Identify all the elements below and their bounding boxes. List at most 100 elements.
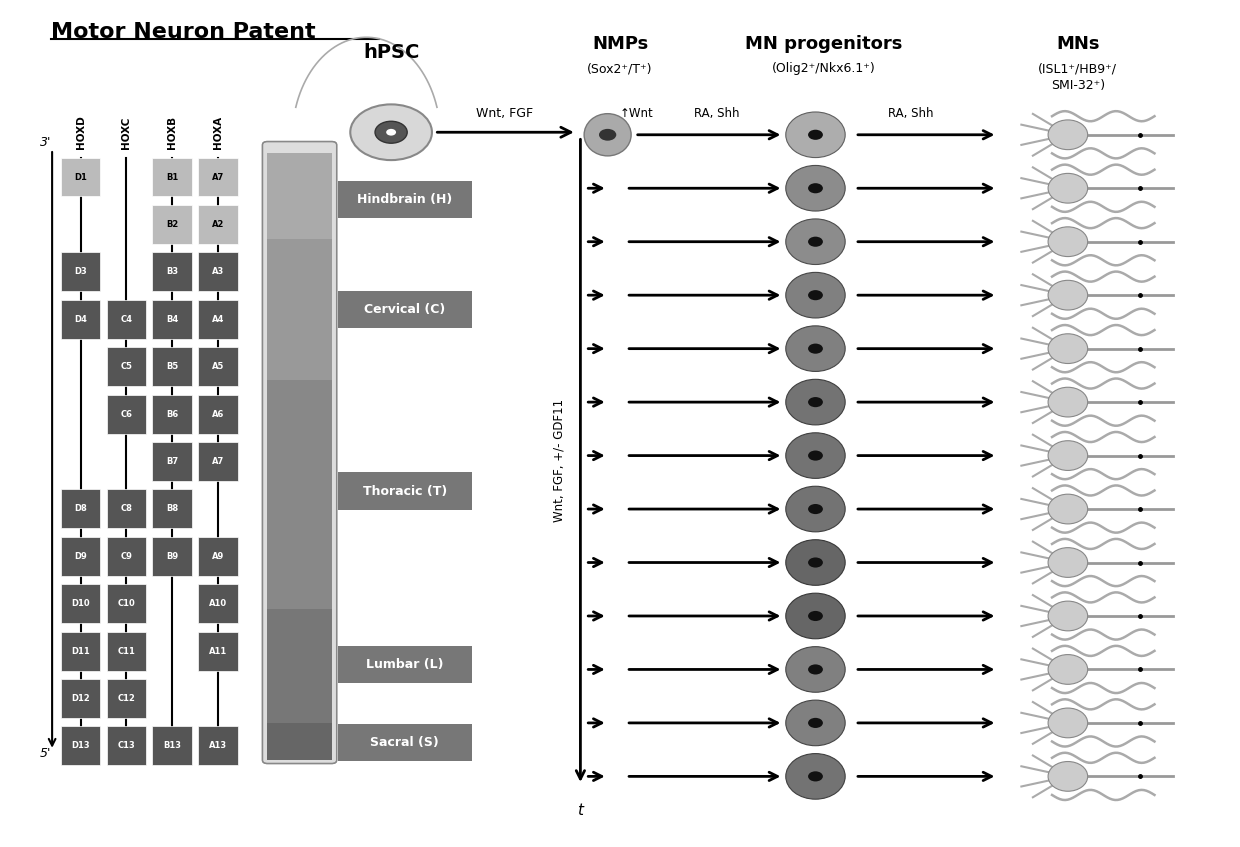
FancyBboxPatch shape xyxy=(61,158,100,197)
Text: B13: B13 xyxy=(164,741,181,750)
FancyBboxPatch shape xyxy=(198,442,238,481)
Ellipse shape xyxy=(1048,227,1087,257)
Text: C10: C10 xyxy=(118,599,135,608)
FancyBboxPatch shape xyxy=(339,473,471,510)
Text: Sacral (S): Sacral (S) xyxy=(371,736,439,749)
FancyBboxPatch shape xyxy=(339,724,471,761)
FancyBboxPatch shape xyxy=(153,490,192,529)
Text: B1: B1 xyxy=(166,173,179,181)
Text: D1: D1 xyxy=(74,173,87,181)
Ellipse shape xyxy=(1048,334,1087,363)
Text: D13: D13 xyxy=(71,741,89,750)
Text: D3: D3 xyxy=(74,268,87,276)
Text: D12: D12 xyxy=(71,694,91,703)
Circle shape xyxy=(386,129,396,136)
Circle shape xyxy=(808,664,823,674)
Text: hPSC: hPSC xyxy=(363,42,419,62)
FancyBboxPatch shape xyxy=(198,205,238,244)
Text: HOXB: HOXB xyxy=(167,116,177,149)
Ellipse shape xyxy=(1048,280,1087,310)
Ellipse shape xyxy=(1048,601,1087,631)
Text: ↑Wnt: ↑Wnt xyxy=(620,107,653,119)
Text: A4: A4 xyxy=(212,315,224,324)
FancyBboxPatch shape xyxy=(61,679,100,718)
FancyBboxPatch shape xyxy=(61,252,100,291)
FancyBboxPatch shape xyxy=(198,300,238,339)
Text: B4: B4 xyxy=(166,315,179,324)
Text: A7: A7 xyxy=(212,173,224,181)
Text: MNs: MNs xyxy=(1056,35,1100,53)
Ellipse shape xyxy=(1048,387,1087,417)
Text: B5: B5 xyxy=(166,363,179,371)
Ellipse shape xyxy=(786,165,846,211)
Text: D11: D11 xyxy=(71,646,91,656)
Text: B9: B9 xyxy=(166,551,179,561)
FancyBboxPatch shape xyxy=(107,584,146,623)
Text: B6: B6 xyxy=(166,410,179,418)
Text: A7: A7 xyxy=(212,457,224,466)
FancyBboxPatch shape xyxy=(263,141,337,763)
Ellipse shape xyxy=(1048,655,1087,684)
FancyBboxPatch shape xyxy=(198,632,238,671)
FancyBboxPatch shape xyxy=(153,727,192,766)
FancyBboxPatch shape xyxy=(107,679,146,718)
Text: HOXD: HOXD xyxy=(76,115,86,149)
Text: 3': 3' xyxy=(40,136,52,149)
FancyBboxPatch shape xyxy=(198,584,238,623)
Circle shape xyxy=(808,344,823,354)
Circle shape xyxy=(350,104,432,160)
Ellipse shape xyxy=(786,219,846,264)
Text: A10: A10 xyxy=(208,599,227,608)
Text: (Sox2⁺/T⁺): (Sox2⁺/T⁺) xyxy=(588,63,652,75)
Text: C12: C12 xyxy=(118,694,135,703)
Ellipse shape xyxy=(786,593,846,639)
Text: C8: C8 xyxy=(120,505,133,513)
Text: MN progenitors: MN progenitors xyxy=(745,35,903,53)
FancyBboxPatch shape xyxy=(153,252,192,291)
Ellipse shape xyxy=(786,700,846,745)
Text: RA, Shh: RA, Shh xyxy=(888,107,934,119)
Text: NMPs: NMPs xyxy=(591,35,649,53)
Text: HOXC: HOXC xyxy=(122,117,131,149)
Ellipse shape xyxy=(786,326,846,372)
Ellipse shape xyxy=(786,646,846,692)
FancyBboxPatch shape xyxy=(61,490,100,529)
Circle shape xyxy=(808,718,823,728)
FancyBboxPatch shape xyxy=(61,537,100,576)
Ellipse shape xyxy=(1048,708,1087,738)
Text: A11: A11 xyxy=(208,646,227,656)
Bar xyxy=(268,240,332,379)
FancyBboxPatch shape xyxy=(153,537,192,576)
FancyBboxPatch shape xyxy=(198,537,238,576)
FancyBboxPatch shape xyxy=(107,300,146,339)
FancyBboxPatch shape xyxy=(153,395,192,434)
Bar xyxy=(268,379,332,609)
Circle shape xyxy=(808,291,823,300)
FancyBboxPatch shape xyxy=(339,291,471,328)
Circle shape xyxy=(808,611,823,621)
FancyBboxPatch shape xyxy=(153,347,192,386)
Ellipse shape xyxy=(786,273,846,318)
Ellipse shape xyxy=(786,486,846,532)
Text: C4: C4 xyxy=(120,315,133,324)
Text: (ISL1⁺/HB9⁺/: (ISL1⁺/HB9⁺/ xyxy=(1038,63,1117,75)
Text: D4: D4 xyxy=(74,315,87,324)
Circle shape xyxy=(808,504,823,514)
Circle shape xyxy=(808,236,823,246)
Text: t: t xyxy=(578,804,583,818)
Text: Motor Neuron Patent: Motor Neuron Patent xyxy=(51,23,315,42)
Ellipse shape xyxy=(786,112,846,158)
Ellipse shape xyxy=(584,113,631,156)
Text: C5: C5 xyxy=(120,363,133,371)
Ellipse shape xyxy=(786,540,846,585)
Circle shape xyxy=(374,121,407,143)
FancyBboxPatch shape xyxy=(107,395,146,434)
Ellipse shape xyxy=(1048,174,1087,203)
Circle shape xyxy=(808,183,823,193)
Text: Wnt, FGF: Wnt, FGF xyxy=(476,107,533,119)
FancyBboxPatch shape xyxy=(107,490,146,529)
Text: (Olig2⁺/Nkx6.1⁺): (Olig2⁺/Nkx6.1⁺) xyxy=(773,63,875,75)
Text: B7: B7 xyxy=(166,457,179,466)
Text: Wnt, FGF, +/- GDF11: Wnt, FGF, +/- GDF11 xyxy=(553,399,565,523)
Bar xyxy=(268,723,332,760)
